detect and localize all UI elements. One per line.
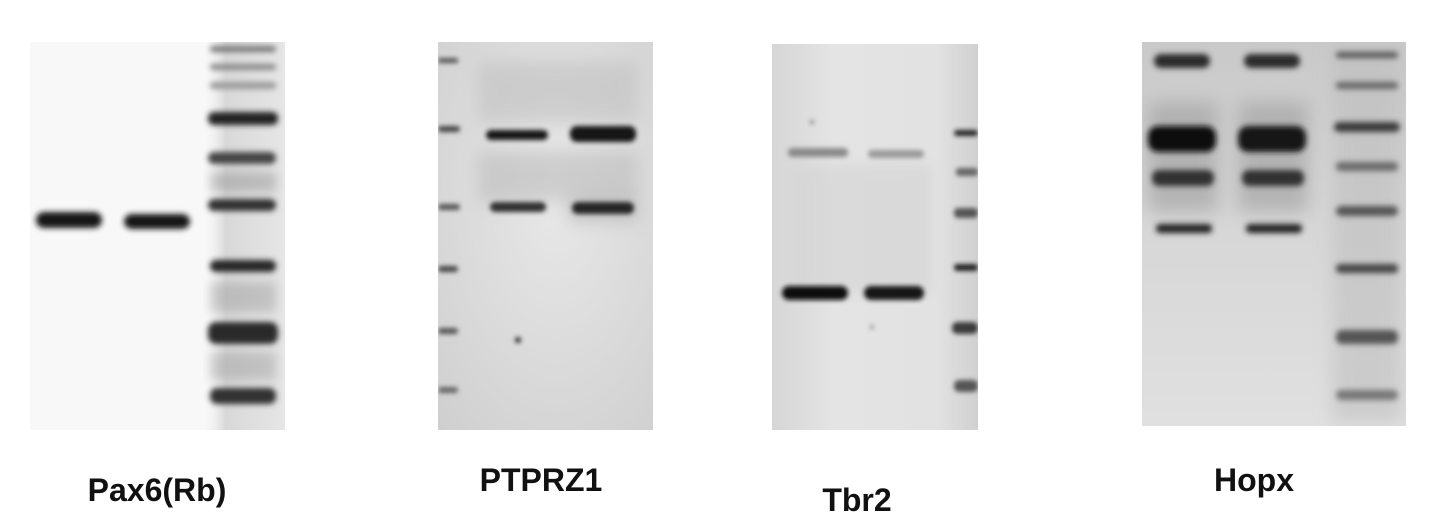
band: [570, 126, 636, 142]
ladder-band: [438, 328, 458, 334]
ladder-band: [438, 58, 458, 63]
band: [1246, 224, 1302, 233]
ladder-band: [1336, 330, 1398, 344]
band: [868, 150, 924, 158]
ladder-band: [210, 64, 276, 70]
ladder-band: [210, 388, 276, 404]
band: [1244, 54, 1300, 68]
ladder-band: [438, 387, 458, 393]
band: [36, 212, 102, 228]
ladder-band: [1336, 264, 1398, 273]
ladder-band: [1336, 206, 1398, 216]
band: [1156, 224, 1212, 233]
panel-label-ptprz1: PTPRZ1: [479, 462, 603, 498]
band: [490, 202, 546, 212]
band: [1148, 126, 1216, 152]
band: [1238, 126, 1306, 152]
ladder-band: [210, 82, 276, 89]
ladder-band: [1336, 162, 1398, 171]
ladder-band: [1336, 52, 1398, 58]
ladder-band: [208, 112, 278, 125]
blot-image-pax6: [30, 42, 285, 430]
ladder-band: [438, 126, 460, 132]
ladder-band: [954, 208, 978, 218]
ladder-band: [1336, 390, 1398, 400]
band: [788, 148, 848, 157]
ladder-band: [954, 380, 978, 392]
band: [782, 286, 848, 300]
ladder-band: [952, 322, 978, 334]
ladder-band: [438, 204, 460, 210]
ladder-band: [438, 266, 458, 272]
blot-image-ptprz1: [438, 42, 653, 430]
ladder-band: [208, 322, 278, 344]
ladder-band: [954, 130, 978, 136]
band: [1154, 54, 1210, 68]
panel-label-tbr2: Tbr2: [822, 482, 892, 518]
blot-image-hopx: [1142, 42, 1406, 426]
ladder-band: [1336, 82, 1398, 89]
band: [572, 202, 634, 214]
band: [124, 214, 190, 229]
band: [864, 286, 924, 300]
blot-panel-hopx: [1142, 42, 1406, 426]
ladder-band: [210, 260, 276, 272]
band: [486, 130, 548, 140]
ladder-band: [208, 199, 276, 211]
ladder-band: [956, 168, 978, 176]
ladder-band: [1334, 122, 1400, 132]
band: [1152, 170, 1214, 186]
panel-label-hopx: Hopx: [1214, 462, 1294, 498]
blot-panel-pax6: [30, 42, 285, 430]
band: [1242, 170, 1304, 186]
ladder-band: [210, 46, 276, 52]
ladder-band: [954, 264, 978, 271]
ladder-band: [208, 152, 276, 164]
blot-panel-ptprz1: [438, 42, 653, 430]
panel-label-pax6: Pax6(Rb): [87, 472, 227, 508]
blot-image-tbr2: [772, 44, 978, 430]
blot-panel-tbr2: [772, 44, 978, 430]
